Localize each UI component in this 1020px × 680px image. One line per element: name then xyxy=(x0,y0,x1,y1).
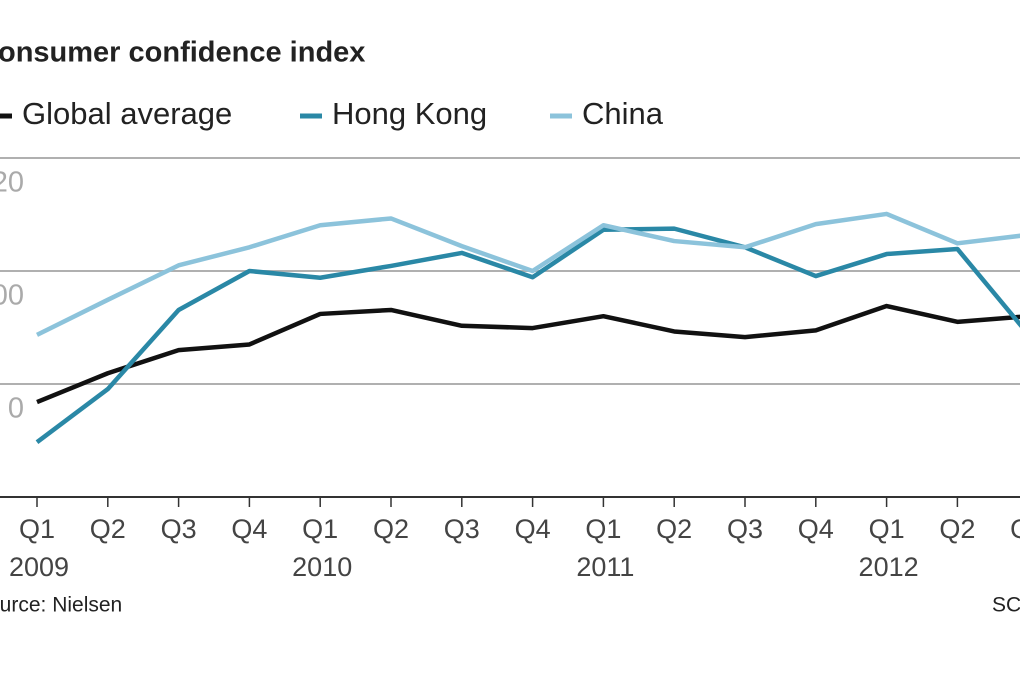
y-tick-label: 0 xyxy=(8,393,24,425)
chart-title: onsumer confidence index xyxy=(0,37,365,69)
legend-label: Hong Kong xyxy=(332,96,487,131)
y-tick-label: 20 xyxy=(0,167,24,199)
legend-label: Global average xyxy=(22,96,232,131)
x-tick-label: Q2 xyxy=(373,514,409,544)
x-tick-label: Q2 xyxy=(90,514,126,544)
legend-label: China xyxy=(582,96,664,131)
x-tick-label: Q4 xyxy=(231,514,267,544)
y-tick-label: 00 xyxy=(0,280,24,312)
x-tick-label: Q1 xyxy=(869,514,905,544)
x-tick-label: Q1 xyxy=(585,514,621,544)
credit: SC xyxy=(992,594,1020,617)
series-line xyxy=(35,226,1020,444)
series-line xyxy=(36,303,1020,405)
x-tick-label: Q3 xyxy=(161,514,197,544)
x-tick-label: Q1 xyxy=(302,514,338,544)
source: ource: Nielsen xyxy=(0,594,122,617)
year-label: 2010 xyxy=(292,552,352,582)
year-label: 2012 xyxy=(859,552,919,582)
x-tick-label: Q3 xyxy=(727,514,763,544)
x-tick-label: Q3 xyxy=(444,514,480,544)
x-tick-label: Q2 xyxy=(656,514,692,544)
x-tick-label: Q4 xyxy=(515,514,551,544)
x-tick-label: Q3 xyxy=(1010,514,1020,544)
x-tick-label: Q4 xyxy=(798,514,834,544)
x-tick-label: Q2 xyxy=(939,514,975,544)
x-tick-label: Q1 xyxy=(19,514,55,544)
year-label: 2011 xyxy=(576,552,634,582)
series-line xyxy=(36,211,1020,337)
year-label: 2009 xyxy=(9,552,69,582)
